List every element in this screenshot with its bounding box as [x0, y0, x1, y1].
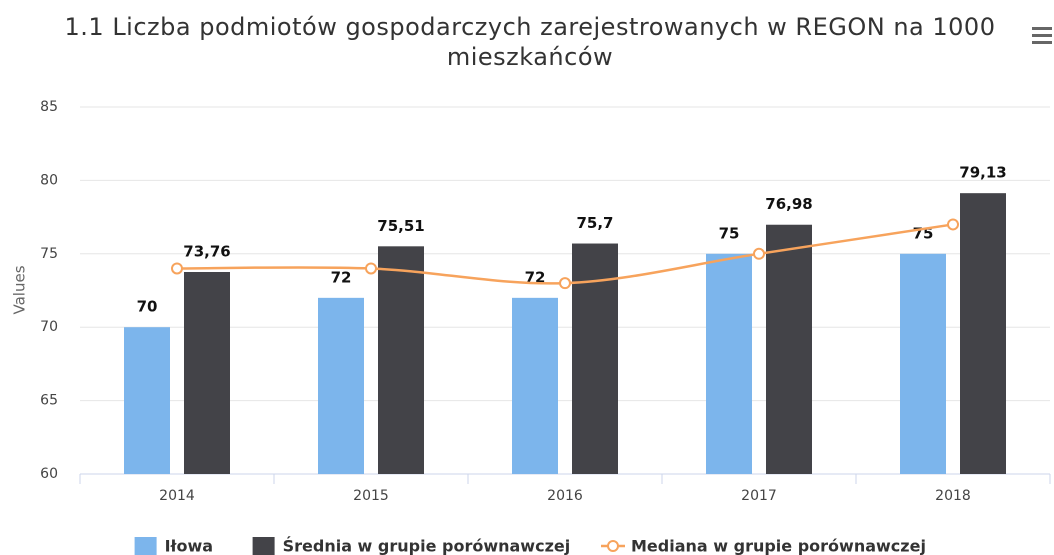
menu-bar [1032, 41, 1052, 44]
x-tick-label: 2016 [547, 488, 583, 504]
data-label: 75,7 [576, 214, 613, 232]
data-label: 70 [137, 298, 158, 316]
y-tick-label: 60 [40, 466, 58, 482]
y-axis-label: Values [11, 265, 29, 314]
legend-swatch [134, 537, 157, 555]
bar [766, 224, 812, 474]
x-tick-label: 2015 [353, 488, 389, 504]
bar [706, 253, 752, 474]
x-tick-label: 2018 [935, 488, 971, 504]
legend-marker [607, 540, 619, 552]
bar [184, 272, 230, 474]
marker [171, 262, 183, 275]
bar [318, 297, 364, 474]
x-tick-label: 2014 [159, 488, 195, 504]
bar [124, 327, 170, 474]
data-label: 72 [331, 268, 352, 286]
menu-bar [1032, 27, 1052, 30]
y-tick-label: 70 [40, 319, 58, 335]
legend-label: Średnia w grupie porównawczej [283, 537, 571, 555]
data-label: 79,13 [959, 164, 1006, 182]
legend-label: Iłowa [165, 537, 213, 555]
bar [960, 193, 1006, 474]
data-label: 73,76 [183, 243, 230, 261]
marker [365, 262, 377, 275]
bar [512, 297, 558, 474]
data-label: 75 [719, 224, 740, 242]
data-label: 75,51 [377, 217, 424, 235]
legend-label: Mediana w grupie porównawczej [631, 537, 926, 555]
y-tick-label: 80 [40, 172, 58, 188]
y-tick-label: 85 [40, 99, 58, 115]
menu-bar [1032, 34, 1052, 37]
y-tick-label: 65 [40, 393, 58, 409]
marker [559, 277, 571, 290]
y-tick-label: 75 [40, 246, 58, 262]
marker [753, 247, 765, 260]
bar [900, 253, 946, 474]
data-label: 76,98 [765, 195, 812, 213]
menu-icon[interactable] [1032, 27, 1052, 44]
chart-title: 1.1 Liczba podmiotów gospodarczych zarej… [64, 13, 996, 71]
bar [378, 246, 424, 474]
legend-swatch [252, 537, 275, 555]
marker [947, 218, 959, 231]
x-tick-label: 2017 [741, 488, 777, 504]
